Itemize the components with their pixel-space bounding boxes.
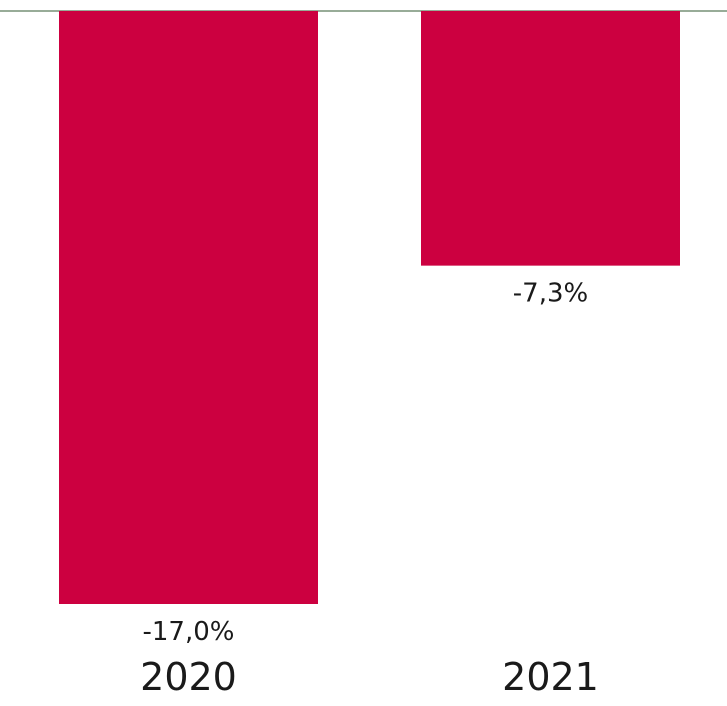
bars-group (59, 11, 680, 604)
bar-2020 (59, 11, 318, 604)
value-labels-group: -17,0% -7,3% (143, 279, 589, 647)
category-label-2021: 2021 (502, 655, 599, 699)
category-label-2020: 2020 (140, 655, 237, 699)
value-label-2021: -7,3% (513, 279, 588, 309)
bar-2021 (421, 11, 680, 266)
value-label-2020: -17,0% (143, 617, 235, 647)
category-labels-group: 2020 2021 (140, 655, 599, 699)
